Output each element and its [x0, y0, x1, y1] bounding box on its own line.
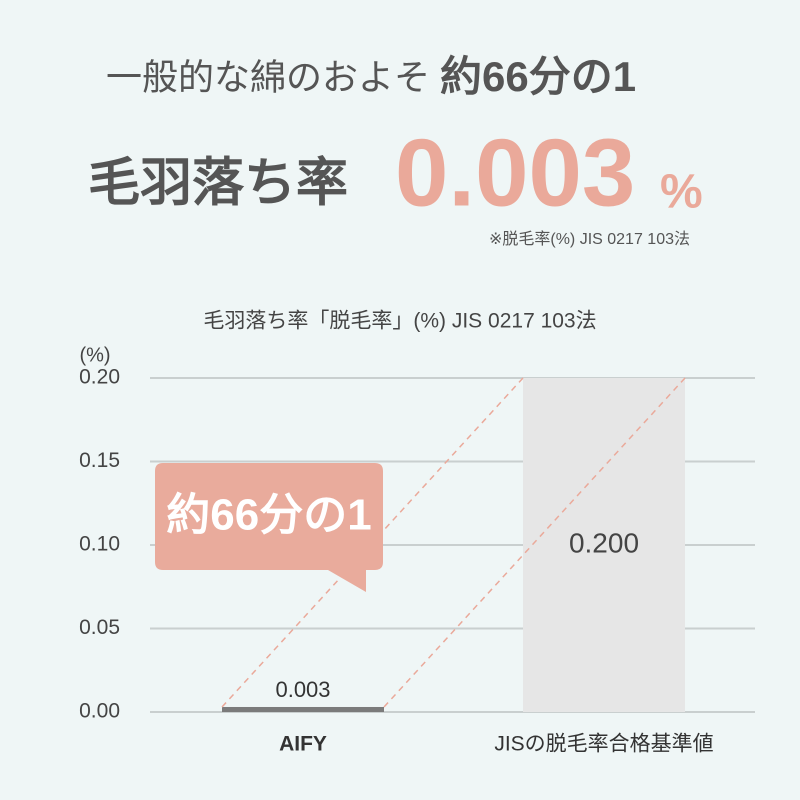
rate-label: 毛羽落ち率: [88, 155, 348, 213]
x-tick-label: AIFY: [279, 733, 327, 756]
value-label: 0.200: [569, 527, 639, 558]
header-emphasis: 約66分の1: [440, 53, 636, 100]
y-tick-label: 0.05: [79, 616, 120, 639]
y-unit: (%): [79, 344, 110, 366]
plot: 0.00 0.05 0.10 0.15 0.20 AIFY JISの脱毛率合格基準値 0.00…: [79, 366, 755, 756]
header-prefix: 一般的な綿のおよそ: [106, 57, 430, 98]
note: ※脱毛率(%) JIS 0217 103法: [489, 230, 690, 248]
y-tick-label: 0.15: [79, 449, 120, 472]
bar: [523, 378, 685, 712]
bar: [222, 706, 384, 712]
rate-value: 0.003: [395, 119, 635, 226]
connector: [383, 377, 686, 708]
y-tick-label: 0.20: [79, 366, 120, 389]
callout: [155, 463, 383, 592]
rate-unit: %: [660, 166, 703, 219]
chart-title: 毛羽落ち率「脱毛率」(%) JIS 0217 103法: [203, 310, 596, 333]
callout-text: 約66分の1: [166, 491, 371, 540]
y-tick-label: 0.10: [79, 533, 120, 556]
x-tick-label: JISの脱毛率合格基準値: [494, 733, 713, 756]
y-tick-label: 0.00: [79, 700, 120, 723]
value-label: 0.003: [275, 677, 330, 702]
